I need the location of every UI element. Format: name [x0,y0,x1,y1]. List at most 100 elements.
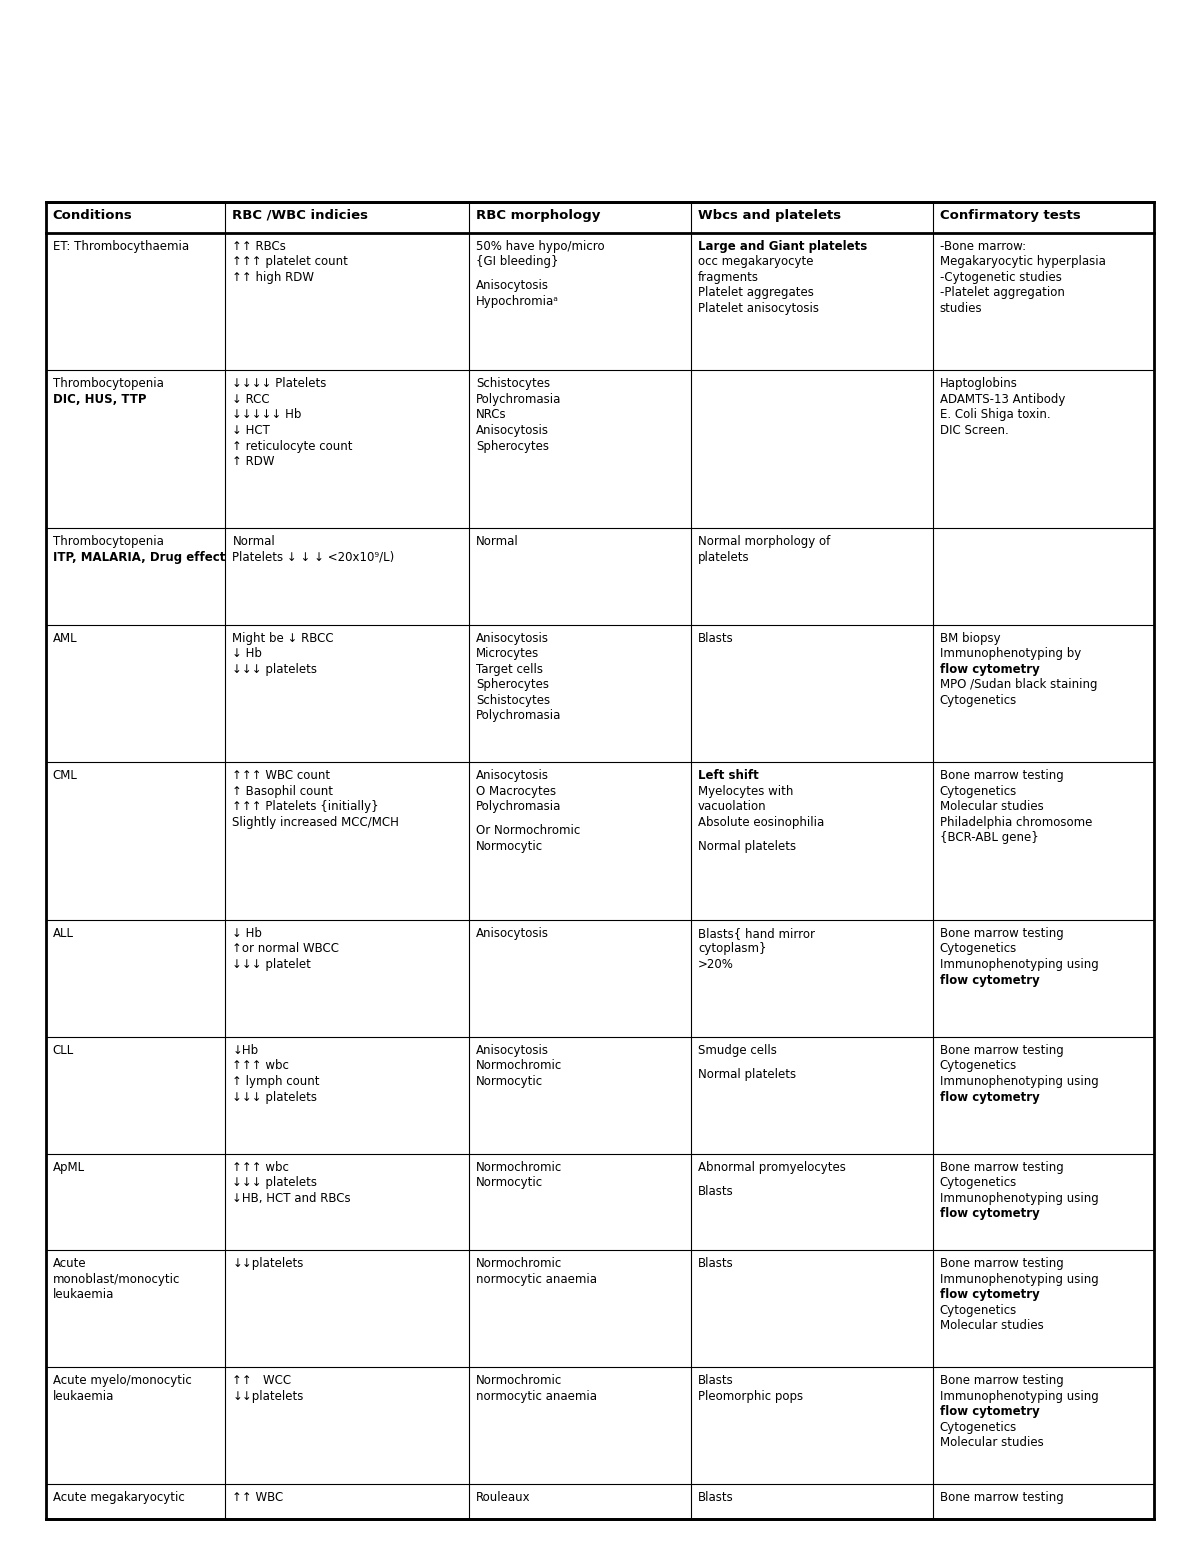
Text: Blasts: Blasts [698,1374,734,1387]
Text: Cytogenetics: Cytogenetics [940,1059,1018,1073]
Text: ↑↑↑ wbc: ↑↑↑ wbc [233,1160,289,1174]
Text: CLL: CLL [53,1044,74,1058]
Text: BM biopsy: BM biopsy [940,632,1001,644]
Text: Immunophenotyping by: Immunophenotyping by [940,648,1081,660]
Text: -Bone marrow:: -Bone marrow: [940,239,1026,253]
Text: Megakaryocytic hyperplasia: Megakaryocytic hyperplasia [940,255,1105,269]
Text: Normal platelets: Normal platelets [698,1068,797,1081]
Text: Haptoglobins: Haptoglobins [940,377,1018,390]
Text: Immunophenotyping using: Immunophenotyping using [940,1191,1098,1205]
Text: flow cytometry: flow cytometry [940,1405,1039,1418]
Text: Blasts: Blasts [698,1256,734,1270]
Text: ApML: ApML [53,1160,85,1174]
Text: Cytogenetics: Cytogenetics [940,1305,1018,1317]
Text: Platelet aggregates: Platelet aggregates [698,286,814,300]
Text: Slightly increased MCC/MCH: Slightly increased MCC/MCH [233,815,400,829]
Text: RBC /WBC indicies: RBC /WBC indicies [233,208,368,222]
Text: Large and Giant platelets: Large and Giant platelets [698,239,868,253]
Text: Pleomorphic pops: Pleomorphic pops [698,1390,803,1402]
Text: flow cytometry: flow cytometry [940,974,1039,986]
Text: Philadelphia chromosome: Philadelphia chromosome [940,815,1092,829]
Text: Conditions: Conditions [53,208,132,222]
Text: Acute: Acute [53,1256,86,1270]
Text: Blasts: Blasts [698,1185,734,1197]
Text: Immunophenotyping using: Immunophenotyping using [940,1273,1098,1286]
Text: occ megakaryocyte: occ megakaryocyte [698,255,814,269]
Text: leukaemia: leukaemia [53,1289,114,1301]
Text: fragments: fragments [698,270,760,284]
Text: Platelet anisocytosis: Platelet anisocytosis [698,303,820,315]
Text: ↑↑ high RDW: ↑↑ high RDW [233,270,314,284]
Text: Thrombocytopenia: Thrombocytopenia [53,536,163,548]
Text: ↑or normal WBCC: ↑or normal WBCC [233,943,340,955]
Text: Immunophenotyping using: Immunophenotyping using [940,1075,1098,1089]
Text: E. Coli Shiga toxin.: E. Coli Shiga toxin. [940,408,1050,421]
Text: ↓↓↓ platelets: ↓↓↓ platelets [233,1176,318,1190]
Text: Abnormal promyelocytes: Abnormal promyelocytes [698,1160,846,1174]
Text: Wbcs and platelets: Wbcs and platelets [698,208,841,222]
Text: flow cytometry: flow cytometry [940,1289,1039,1301]
Text: ↓↓↓ platelet: ↓↓↓ platelet [233,958,311,971]
Text: ↓↓↓ platelets: ↓↓↓ platelets [233,1090,318,1104]
Text: Schistocytes: Schistocytes [476,377,551,390]
Text: Blasts{ hand mirror: Blasts{ hand mirror [698,927,815,940]
Text: Or Normochromic: Or Normochromic [476,825,581,837]
Text: ↓ HCT: ↓ HCT [233,424,270,436]
Text: O Macrocytes: O Macrocytes [476,784,557,798]
Text: AML: AML [53,632,78,644]
Text: ↑ lymph count: ↑ lymph count [233,1075,320,1089]
Text: MPO /Sudan black staining: MPO /Sudan black staining [940,679,1097,691]
Text: Spherocytes: Spherocytes [476,439,550,452]
Text: flow cytometry: flow cytometry [940,1090,1039,1104]
Text: Cytogenetics: Cytogenetics [940,943,1018,955]
Text: Cytogenetics: Cytogenetics [940,694,1018,707]
Text: Polychromasia: Polychromasia [476,800,562,814]
Text: DIC, HUS, TTP: DIC, HUS, TTP [53,393,146,405]
Text: Bone marrow testing: Bone marrow testing [940,1491,1063,1503]
Text: Cytogenetics: Cytogenetics [940,784,1018,798]
Text: leukaemia: leukaemia [53,1390,114,1402]
Text: Normal: Normal [233,536,275,548]
Text: >20%: >20% [698,958,734,971]
Text: ↑ RDW: ↑ RDW [233,455,275,467]
Text: Left shift: Left shift [698,769,758,783]
Text: Confirmatory tests: Confirmatory tests [940,208,1080,222]
Text: Molecular studies: Molecular studies [940,1437,1044,1449]
Text: flow cytometry: flow cytometry [940,1208,1039,1221]
Text: Might be ↓ RBCC: Might be ↓ RBCC [233,632,334,644]
Text: Molecular studies: Molecular studies [940,800,1044,814]
Text: 50% have hypo/micro: 50% have hypo/micro [476,239,605,253]
Text: Normocytic: Normocytic [476,840,544,853]
Text: Normal: Normal [476,536,520,548]
Text: Bone marrow testing: Bone marrow testing [940,1160,1063,1174]
Bar [46,202,1154,1519]
Text: Normochromic: Normochromic [476,1374,563,1387]
Text: Absolute eosinophilia: Absolute eosinophilia [698,815,824,829]
Text: Microcytes: Microcytes [476,648,540,660]
Text: ↓↓↓↓ Platelets: ↓↓↓↓ Platelets [233,377,326,390]
Text: Acute megakaryocytic: Acute megakaryocytic [53,1491,185,1503]
Text: ↓HB, HCT and RBCs: ↓HB, HCT and RBCs [233,1191,352,1205]
Text: ↓Hb: ↓Hb [233,1044,258,1058]
Text: Anisocytosis: Anisocytosis [476,769,550,783]
Text: Rouleaux: Rouleaux [476,1491,530,1503]
Text: studies: studies [940,303,983,315]
Text: NRCs: NRCs [476,408,506,421]
Text: ET: Thrombocythaemia: ET: Thrombocythaemia [53,239,188,253]
Text: Cytogenetics: Cytogenetics [940,1421,1018,1433]
Text: Anisocytosis: Anisocytosis [476,280,550,292]
Text: ↑↑ RBCs: ↑↑ RBCs [233,239,287,253]
Text: platelets: platelets [698,551,750,564]
Text: Spherocytes: Spherocytes [476,679,550,691]
Text: -Cytogenetic studies: -Cytogenetic studies [940,270,1062,284]
Text: Bone marrow testing: Bone marrow testing [940,1374,1063,1387]
Text: Normochromic: Normochromic [476,1059,563,1073]
Text: Normal platelets: Normal platelets [698,840,797,853]
Text: ↑↑↑ platelet count: ↑↑↑ platelet count [233,255,348,269]
Text: Normal morphology of: Normal morphology of [698,536,830,548]
Text: flow cytometry: flow cytometry [940,663,1039,676]
Text: {BCR-ABL gene}: {BCR-ABL gene} [940,831,1038,845]
Text: DIC Screen.: DIC Screen. [940,424,1008,436]
Text: Molecular studies: Molecular studies [940,1320,1044,1332]
Text: Myelocytes with: Myelocytes with [698,784,793,798]
